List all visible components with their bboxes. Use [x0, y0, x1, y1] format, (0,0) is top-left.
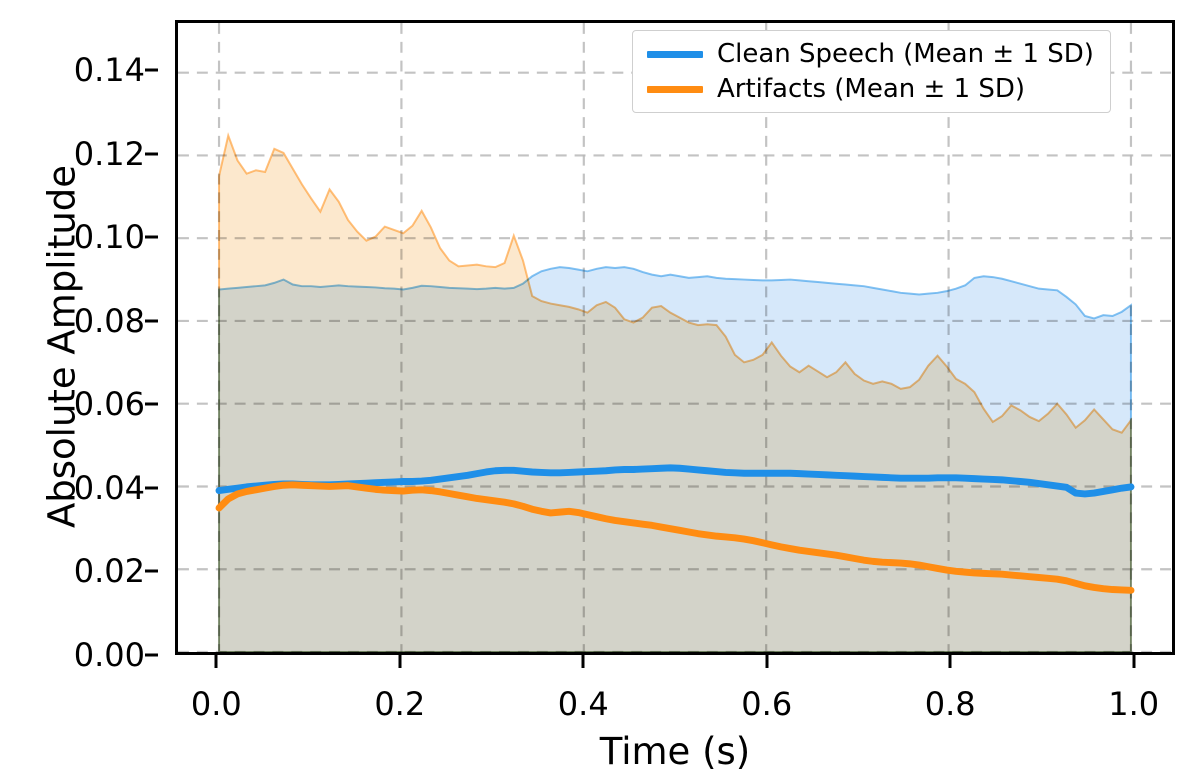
y-tick-label: 0.02 [73, 552, 145, 591]
y-tick-mark [145, 68, 158, 72]
legend-item-label: Artifacts (Mean ± 1 SD) [717, 74, 1026, 104]
legend-item[interactable]: Clean Speech (Mean ± 1 SD) [647, 41, 1094, 67]
y-tick-label: 0.14 [73, 51, 145, 90]
y-tick-mark [145, 319, 158, 323]
mean-line-clean-speech-mean-1-sd [215, 464, 1135, 498]
y-tick-mark [145, 569, 158, 573]
band-area-artifacts-mean-1-sd [218, 132, 1132, 652]
y-tick-mark [145, 486, 158, 490]
y-tick-label: 0.10 [73, 218, 145, 257]
x-tick-label: 0.0 [190, 685, 242, 723]
y-tick-mark [145, 653, 158, 657]
y-tick-label: 0.00 [73, 636, 145, 674]
x-axis: 0.0 0.2 0.4 0.6 0.8 1.0 [175, 655, 1175, 775]
x-tick-label: 0.2 [374, 685, 426, 723]
x-tick-label: 0.6 [741, 685, 793, 723]
y-tick-label: 0.08 [73, 301, 145, 340]
x-axis-title: Time (s) [599, 730, 751, 773]
x-tick-mark [1132, 655, 1136, 668]
chart-legend: Clean Speech (Mean ± 1 SD) Artifacts (Mea… [632, 30, 1111, 113]
x-tick-label: 0.4 [557, 685, 609, 723]
x-tick-label: 1.0 [1108, 685, 1160, 723]
legend-color-swatch [647, 85, 703, 93]
legend-item[interactable]: Artifacts (Mean ± 1 SD) [647, 76, 1094, 102]
series-band-artifacts-mean-1-sd [218, 132, 1132, 652]
y-axis-title: Absolute Amplitude [40, 164, 84, 529]
x-tick-mark [581, 655, 585, 668]
x-tick-mark [398, 655, 402, 668]
legend-item-label: Clean Speech (Mean ± 1 SD) [717, 39, 1094, 69]
x-tick-mark [765, 655, 769, 668]
chart-svg [178, 23, 1172, 652]
y-tick-mark [145, 402, 158, 406]
y-axis: 0.00 0.02 0.04 0.06 0.08 0.10 0.12 0.14 [0, 20, 175, 674]
y-tick-mark [145, 235, 158, 239]
x-tick-label: 0.8 [924, 685, 976, 723]
y-tick-label: 0.06 [73, 385, 145, 424]
y-tick-mark [145, 152, 158, 156]
plot-area [175, 20, 1175, 655]
y-tick-label: 0.12 [73, 134, 145, 173]
x-tick-mark [214, 655, 218, 668]
legend-color-swatch [647, 50, 703, 58]
mean-line-artifacts-mean-1-sd [215, 481, 1135, 594]
x-tick-mark [948, 655, 952, 668]
y-tick-label: 0.04 [73, 468, 145, 507]
